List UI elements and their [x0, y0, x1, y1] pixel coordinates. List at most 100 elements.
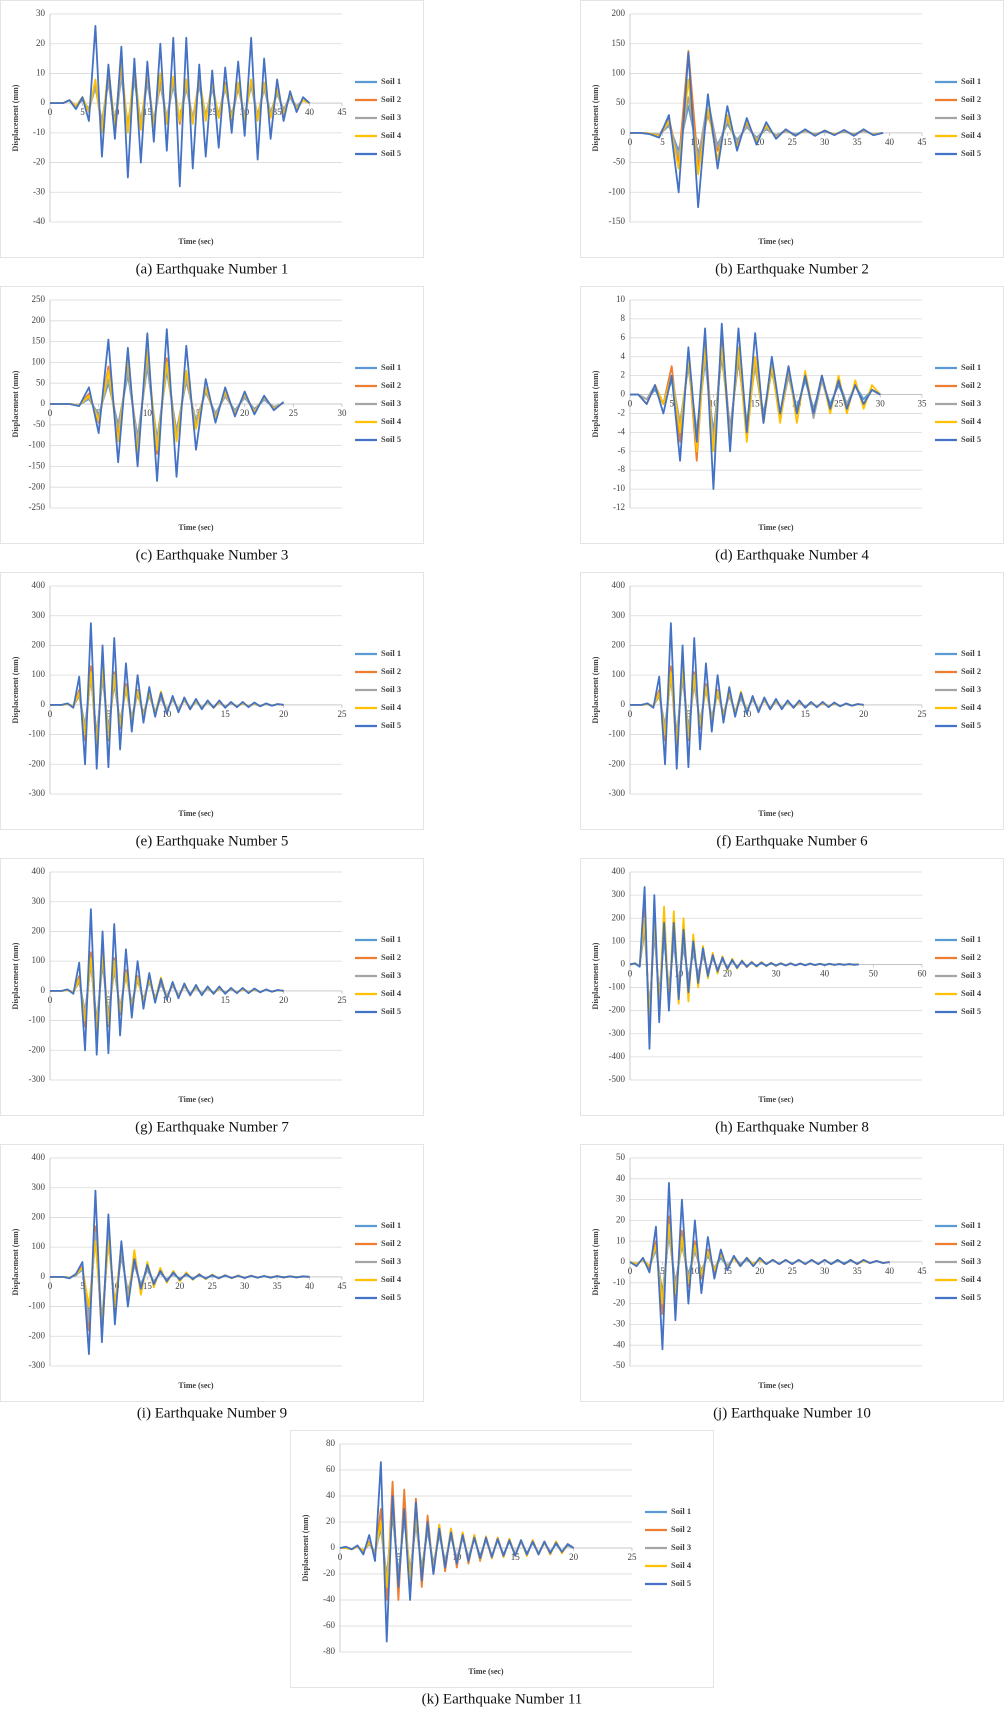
y-tick-label: 100: [612, 669, 626, 679]
y-tick-label: 40: [326, 1490, 336, 1500]
y-tick-label: 200: [32, 925, 46, 935]
y-tick-label: -40: [33, 216, 45, 226]
x-tick-label: 35: [273, 1281, 283, 1291]
y-tick-label: -200: [609, 1005, 626, 1015]
y-tick-label: 4: [621, 351, 626, 361]
x-tick-label: 0: [628, 709, 633, 719]
legend-label: Soil 1: [961, 76, 981, 86]
x-tick-label: 20: [279, 709, 289, 719]
x-tick-label: 25: [628, 1552, 638, 1562]
x-tick-label: 15: [192, 408, 202, 418]
legend-label: Soil 5: [961, 1292, 981, 1302]
legend-label: Soil 3: [961, 684, 981, 694]
legend-label: Soil 1: [961, 1220, 981, 1230]
legend-label: Soil 5: [671, 1578, 691, 1588]
x-tick-label: 25: [918, 709, 928, 719]
y-tick-label: 150: [32, 336, 46, 346]
series-line: [50, 622, 284, 770]
x-tick-label: 5: [80, 107, 85, 117]
x-tick-label: 5: [396, 1552, 401, 1562]
x-axis-title: Time (sec): [468, 1667, 504, 1676]
legend-label: Soil 1: [381, 934, 401, 944]
x-tick-label: 5: [686, 709, 691, 719]
x-tick-label: 15: [143, 1281, 153, 1291]
panel-frame: [580, 572, 1004, 830]
x-tick-label: 20: [175, 1281, 185, 1291]
x-tick-label: 25: [289, 408, 299, 418]
x-tick-label: 40: [885, 1266, 895, 1276]
x-axis-title: Time (sec): [178, 1095, 214, 1104]
y-tick-label: -150: [29, 460, 46, 470]
y-tick-label: -300: [29, 788, 46, 798]
y-tick-label: 0: [41, 398, 46, 408]
x-tick-label: 40: [305, 107, 315, 117]
y-tick-label: -12: [613, 502, 625, 512]
x-tick-label: 0: [48, 709, 53, 719]
caption: (g) Earthquake Number 7: [135, 1119, 289, 1135]
y-tick-label: -10: [33, 127, 45, 137]
series-line: [50, 1189, 310, 1356]
legend-label: Soil 2: [961, 94, 981, 104]
y-tick-label: -200: [609, 758, 626, 768]
x-tick-label: 25: [788, 137, 798, 147]
series-line: [630, 51, 884, 209]
y-tick-label: 0: [621, 1256, 626, 1266]
y-axis-title: Displacement (mm): [11, 84, 20, 151]
legend-label: Soil 1: [381, 1220, 401, 1230]
y-tick-label: 100: [32, 1241, 46, 1251]
y-tick-label: -200: [29, 1044, 46, 1054]
y-tick-label: -300: [609, 1028, 626, 1038]
legend-label: Soil 4: [961, 988, 982, 998]
y-tick-label: 50: [616, 1152, 626, 1162]
y-tick-label: 0: [621, 959, 626, 969]
legend-label: Soil 2: [961, 1238, 981, 1248]
y-axis-title: Displacement (mm): [591, 656, 600, 723]
x-tick-label: 25: [338, 995, 348, 1005]
series-line: [630, 622, 864, 770]
legend-label: Soil 4: [381, 1274, 402, 1284]
legend-label: Soil 3: [381, 398, 401, 408]
legend-label: Soil 2: [381, 1238, 401, 1248]
y-tick-label: 100: [32, 955, 46, 965]
x-axis-title: Time (sec): [178, 1381, 214, 1390]
legend-label: Soil 3: [381, 970, 401, 980]
y-tick-label: 100: [612, 67, 626, 77]
series-line: [50, 328, 285, 482]
panel-frame: [580, 286, 1004, 544]
y-tick-label: 40: [616, 1173, 626, 1183]
y-axis-title: Displacement (mm): [11, 1228, 20, 1295]
y-tick-label: 50: [36, 377, 46, 387]
legend-label: Soil 4: [671, 1560, 692, 1570]
panel-frame: [580, 0, 1004, 258]
y-tick-label: -40: [613, 1339, 625, 1349]
x-tick-label: 0: [48, 995, 53, 1005]
x-axis-title: Time (sec): [758, 1095, 794, 1104]
y-tick-label: 0: [41, 985, 46, 995]
x-tick-label: 35: [853, 137, 863, 147]
y-tick-label: -2: [618, 408, 626, 418]
legend-label: Soil 5: [961, 1006, 981, 1016]
x-tick-label: 20: [279, 995, 289, 1005]
x-tick-label: 0: [628, 969, 633, 979]
x-tick-label: 0: [338, 1552, 343, 1562]
legend-label: Soil 3: [961, 1256, 981, 1266]
x-axis-title: Time (sec): [758, 1381, 794, 1390]
panel-frame: [580, 1144, 1004, 1402]
y-tick-label: -100: [609, 186, 626, 196]
y-tick-label: 8: [621, 313, 626, 323]
y-tick-label: -300: [609, 788, 626, 798]
y-tick-label: 300: [32, 896, 46, 906]
y-tick-label: -30: [613, 1318, 625, 1328]
panel-frame: [0, 858, 424, 1116]
y-tick-label: 80: [326, 1438, 336, 1448]
y-tick-label: -100: [609, 729, 626, 739]
x-tick-label: 20: [859, 709, 869, 719]
x-tick-label: 40: [885, 137, 895, 147]
panel-frame: [0, 1144, 424, 1402]
caption: (i) Earthquake Number 9: [137, 1405, 287, 1421]
y-tick-label: 200: [32, 315, 46, 325]
legend-label: Soil 4: [381, 702, 402, 712]
series-line: [50, 908, 284, 1056]
